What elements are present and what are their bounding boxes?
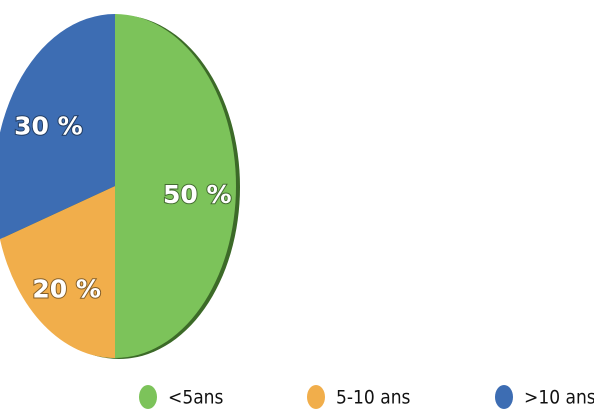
legend-label: <5ans: [168, 387, 224, 409]
value-label: 20 %: [32, 275, 101, 304]
legend-swatch: [495, 385, 513, 409]
legend-swatch: [307, 385, 325, 409]
pie-slice: [0, 186, 115, 358]
legend-swatch: [139, 385, 157, 409]
pie-slice: [0, 14, 115, 240]
legend-label: 5-10 ans: [336, 387, 411, 409]
value-label: 30 %: [14, 111, 83, 140]
legend-label: >10 ans: [524, 387, 594, 409]
value-label: 50 %: [163, 180, 232, 209]
pie-slice: [115, 14, 236, 358]
